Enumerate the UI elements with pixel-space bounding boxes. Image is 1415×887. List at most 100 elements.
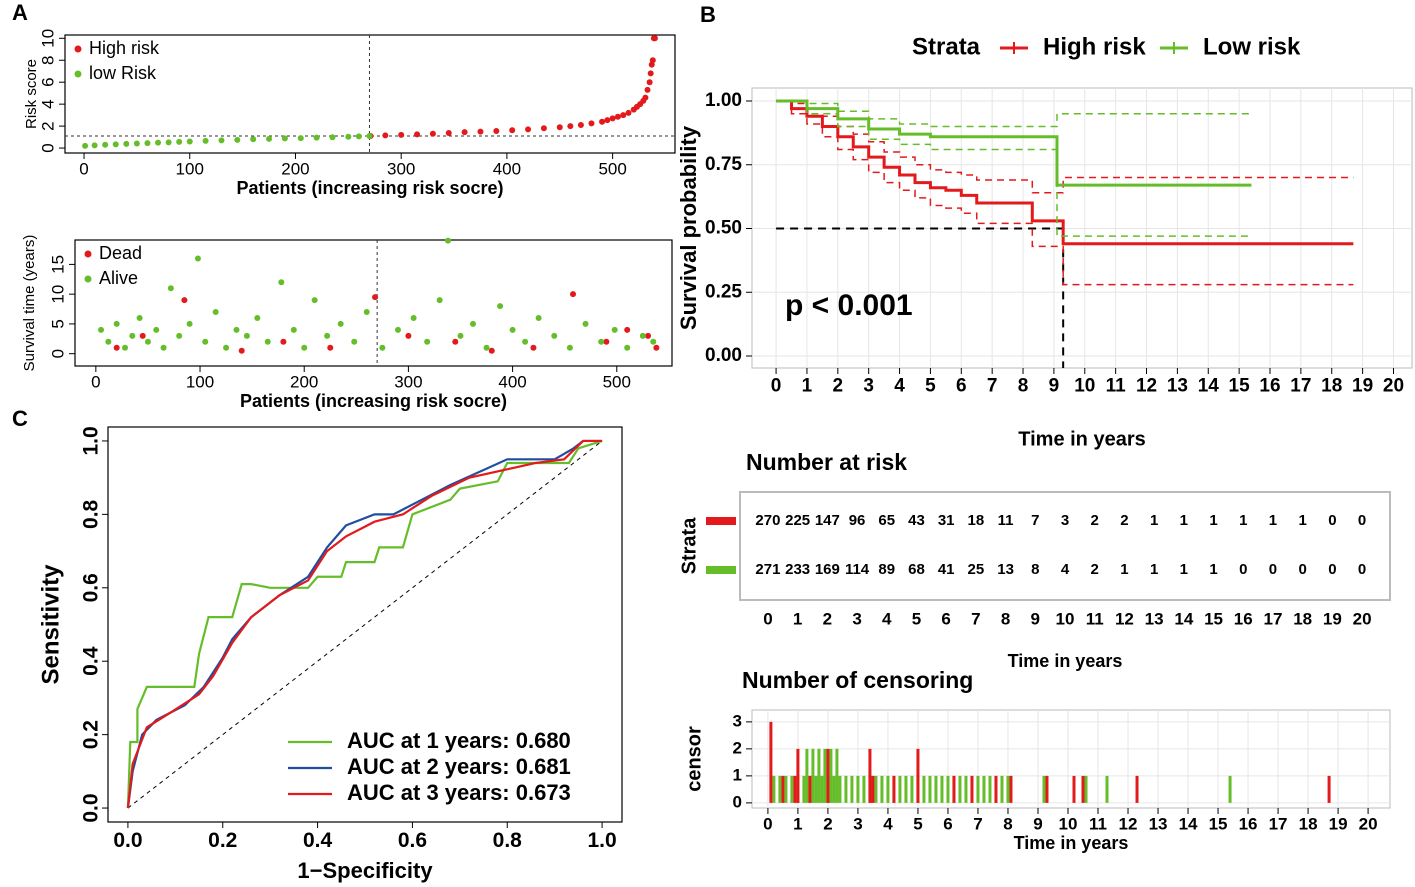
risk-count: 31 — [938, 512, 955, 529]
x-tick-label: 17 — [1263, 609, 1282, 628]
x-tick-label: 17 — [1269, 815, 1288, 834]
censor-bar — [790, 775, 794, 803]
point — [98, 326, 105, 333]
x-tick-label: 18 — [1299, 815, 1318, 834]
point — [345, 133, 352, 140]
risk-count: 1 — [1209, 512, 1217, 529]
point — [139, 332, 146, 339]
y-axis-label: Strata — [678, 517, 700, 575]
y-axis-label: Risk score — [23, 59, 40, 129]
x-tick-label: 6 — [956, 375, 967, 396]
censor-bar — [922, 775, 926, 803]
x-tick-label: 6 — [941, 609, 950, 628]
x-tick-label: 100 — [186, 373, 214, 392]
y-tick-label: 0.25 — [705, 281, 742, 302]
x-tick-label: 16 — [1259, 375, 1280, 396]
x-tick-label: 13 — [1145, 609, 1164, 628]
point — [324, 332, 331, 339]
point — [644, 86, 651, 93]
censor-bar — [898, 775, 902, 803]
panel-letter: C — [12, 406, 28, 431]
risk-count: 271 — [755, 561, 780, 578]
censor-bar — [820, 775, 824, 803]
x-tick-label: 2 — [823, 609, 832, 628]
point — [311, 297, 318, 304]
x-tick-label: 200 — [281, 160, 309, 179]
risk-count: 114 — [845, 561, 870, 578]
point — [337, 320, 344, 327]
risk-count: 18 — [968, 512, 985, 529]
censor-bar — [874, 775, 878, 803]
y-tick-label: 10 — [48, 285, 67, 304]
x-axis-label: Patients (increasing risk socre) — [236, 178, 503, 198]
y-axis-label: censor — [683, 726, 705, 792]
y-tick-label: 0.50 — [705, 218, 742, 239]
point — [445, 130, 452, 137]
censor-bar — [814, 775, 818, 803]
legend-label: Dead — [99, 243, 142, 263]
censor-bar — [1009, 775, 1013, 803]
legend-marker — [84, 275, 92, 283]
y-tick-label: 5 — [48, 319, 67, 328]
x-tick-label: 200 — [290, 373, 318, 392]
point — [470, 320, 476, 327]
x-tick-label: 1 — [793, 609, 802, 628]
confidence-band — [776, 100, 1354, 194]
x-tick-label: 14 — [1179, 815, 1198, 834]
censor-bar — [880, 775, 884, 803]
censor-bar — [1228, 775, 1232, 803]
x-tick-label: 5 — [912, 609, 921, 628]
y-tick-label: 1 — [733, 765, 742, 784]
x-tick-label: 0.6 — [398, 829, 427, 852]
point — [649, 57, 656, 64]
censor-bar — [892, 775, 896, 803]
censor-bar — [964, 775, 968, 803]
legend-label: AUC at 1 years: 0.680 — [347, 728, 571, 753]
censor-bar — [934, 775, 938, 803]
censor-bar — [850, 775, 854, 803]
point — [642, 94, 649, 101]
risk-count: 68 — [908, 561, 925, 578]
x-tick-label: 8 — [1018, 375, 1029, 396]
censor-bar — [988, 775, 992, 803]
point — [429, 130, 436, 137]
risk-count: 1 — [1150, 561, 1158, 578]
censor-bar — [1105, 775, 1109, 803]
point — [223, 344, 230, 351]
point — [483, 344, 490, 351]
point — [281, 135, 288, 142]
x-tick-label: 0.4 — [303, 829, 333, 852]
x-tick-label: 15 — [1209, 815, 1228, 834]
x-tick-label: 14 — [1174, 609, 1193, 628]
panel-letter: A — [12, 0, 28, 25]
point — [355, 133, 362, 140]
x-tick-label: 2 — [823, 815, 832, 834]
censor-bar — [862, 775, 866, 803]
point — [566, 344, 573, 351]
x-tick-label: 400 — [498, 373, 526, 392]
point — [646, 79, 653, 86]
y-tick-label: 0.0 — [80, 793, 103, 822]
point — [457, 332, 464, 339]
censor-bar — [772, 775, 776, 803]
confidence-band — [776, 100, 1252, 128]
point — [647, 70, 654, 77]
risk-count: 1 — [1209, 561, 1217, 578]
x-axis-label: 1−Specificity — [297, 858, 433, 883]
y-tick-label: 0 — [48, 349, 67, 358]
censor-bar — [976, 775, 980, 803]
point — [452, 338, 459, 345]
censor-bar — [1135, 775, 1139, 803]
x-tick-label: 100 — [176, 160, 204, 179]
point — [105, 338, 112, 345]
x-tick-label: 14 — [1198, 375, 1220, 396]
plot-frame — [74, 239, 673, 367]
x-tick-label: 7 — [973, 815, 982, 834]
censor-bar — [826, 748, 830, 803]
x-tick-label: 7 — [971, 609, 980, 628]
point — [405, 332, 412, 339]
risk-count: 270 — [755, 512, 780, 529]
x-tick-label: 6 — [943, 815, 952, 834]
x-tick-label: 5 — [925, 375, 936, 396]
